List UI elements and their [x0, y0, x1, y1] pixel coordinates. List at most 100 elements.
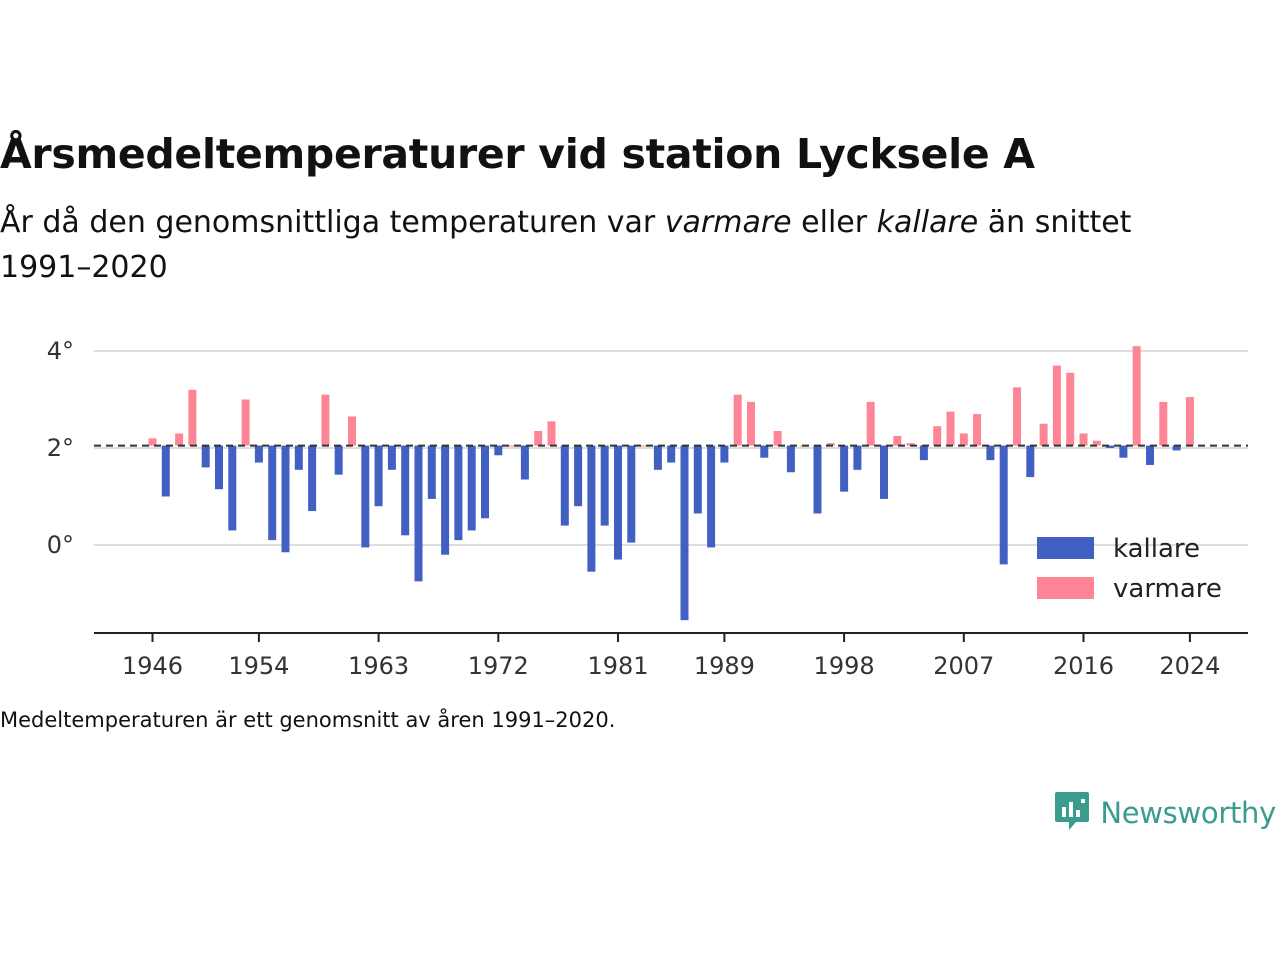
x-tick-label: 1954	[228, 652, 289, 680]
bar-kallare-2010	[999, 445, 1008, 565]
bar-kallare-1965	[401, 445, 410, 536]
bar-kallare-1986	[680, 445, 689, 621]
bar-varmare-1990	[733, 394, 742, 446]
y-tick-labels: 0° 2° 4°	[47, 337, 74, 559]
bar-kallare-1957	[294, 445, 303, 470]
bar-kallare-1998	[840, 445, 849, 492]
bar-varmare-1983	[640, 445, 649, 447]
bar-kallare-1992	[760, 445, 769, 458]
bar-kallare-1951	[215, 445, 223, 490]
footnote: Medeltemperaturen är ett genomsnitt av å…	[0, 708, 616, 732]
bar-kallare-1964	[387, 445, 396, 470]
bar-kallare-1979	[587, 445, 596, 572]
bar-kallare-1985	[667, 445, 676, 463]
bar-varmare-2003	[906, 443, 915, 446]
bar-varmare-2015	[1066, 372, 1075, 446]
bar-varmare-2011	[1013, 387, 1021, 446]
x-tick-label: 2024	[1159, 652, 1220, 680]
bar-kallare-2012	[1026, 445, 1035, 478]
bar-varmare-1993	[773, 431, 782, 446]
bar-kallare-1955	[268, 445, 277, 541]
bar-kallare-1982	[627, 445, 636, 543]
bar-kallare-2009	[986, 445, 995, 461]
bar-kallare-1947	[161, 445, 170, 497]
chart-title: Årsmedeltemperaturer vid station Lycksel…	[0, 130, 1035, 178]
bar-varmare-1949	[188, 389, 197, 446]
subtitle-text-1: År då den genomsnittliga temperaturen va…	[0, 205, 665, 240]
subtitle-cold-word: kallare	[876, 205, 979, 240]
bar-kallare-1972	[494, 445, 503, 456]
bar-kallare-1963	[374, 445, 383, 507]
x-tick-label: 1972	[468, 652, 529, 680]
y-tick-label: 4°	[47, 337, 74, 365]
bar-kallare-1966	[414, 445, 423, 582]
bar-varmare-1976	[547, 421, 556, 446]
bar-varmare-2014	[1052, 365, 1061, 446]
subtitle-text-2: eller	[791, 205, 877, 240]
x-tick-label: 1963	[348, 652, 409, 680]
bar-kallare-1980	[600, 445, 609, 526]
bar-varmare-1975	[534, 431, 543, 446]
bar-kallare-1956	[281, 445, 290, 553]
newsworthy-logo-icon	[1054, 790, 1090, 836]
chart-subtitle: År då den genomsnittliga temperaturen va…	[0, 200, 1200, 290]
bar-varmare-2022	[1159, 401, 1168, 446]
x-tick-label: 2007	[933, 652, 994, 680]
bar-kallare-1968	[441, 445, 450, 555]
bar-kallare-1969	[454, 445, 463, 541]
bar-kallare-1994	[786, 445, 795, 473]
legend-label-kallare: kallare	[1113, 534, 1200, 564]
bar-kallare-2018	[1106, 445, 1115, 448]
bar-kallare-2021	[1146, 445, 1154, 465]
legend-label-varmare: varmare	[1113, 574, 1222, 604]
bar-kallare-1960	[334, 445, 343, 475]
x-tick-label: 1981	[587, 652, 648, 680]
bar-kallare-1987	[693, 445, 702, 514]
brand-name: Newsworthy	[1100, 796, 1276, 830]
bar-varmare-2002	[893, 435, 902, 446]
bar-kallare-1977	[560, 445, 569, 526]
bar-kallare-2023	[1172, 445, 1181, 451]
bar-kallare-2001	[880, 445, 888, 499]
bar-varmare-2008	[973, 414, 982, 446]
x-tick-label: 1998	[814, 652, 875, 680]
bar-varmare-2024	[1185, 397, 1194, 446]
bar-varmare-1953	[241, 399, 250, 446]
bar-varmare-1991	[747, 401, 755, 446]
bar-kallare-1974	[520, 445, 529, 480]
bar-varmare-2000	[866, 401, 875, 446]
bar-kallare-1970	[467, 445, 476, 531]
x-tick-label: 2016	[1053, 652, 1114, 680]
bar-varmare-1997	[826, 443, 835, 446]
bar-kallare-1978	[574, 445, 583, 507]
y-tick-label: 0°	[47, 531, 74, 559]
brand-logo: Newsworthy	[1054, 790, 1276, 836]
bar-kallare-1958	[308, 445, 317, 512]
legend-swatch-varmare	[1037, 577, 1094, 599]
bar-varmare-2017	[1092, 440, 1101, 446]
bar-varmare-1961	[348, 416, 356, 446]
x-tick-label: 1946	[122, 652, 183, 680]
bar-varmare-2007	[959, 433, 968, 446]
bar-varmare-1948	[175, 433, 184, 446]
y-tick-label: 2°	[47, 434, 74, 462]
bar-kallare-2019	[1119, 445, 1128, 458]
temperature-bar-chart: 0° 2° 4° 1946 1954 1963 1972 1981 1989 1998 2007 2…	[47, 337, 1248, 680]
legend: kallare varmare	[1037, 534, 1222, 604]
bar-kallare-1996	[813, 445, 822, 514]
bar-varmare-2006	[946, 411, 955, 446]
bar-kallare-1952	[228, 445, 237, 531]
bar-kallare-1950	[201, 445, 210, 468]
bar-kallare-1989	[720, 445, 729, 463]
bar-kallare-2004	[919, 445, 928, 461]
bar-kallare-1971	[481, 445, 489, 519]
bar-kallare-1999	[853, 445, 862, 470]
bar-kallare-1984	[653, 445, 662, 470]
bar-kallare-1967	[427, 445, 436, 499]
bar-kallare-1981	[614, 445, 622, 560]
subtitle-text-3: än snittet 1991–2020	[0, 205, 1132, 285]
bar-kallare-1962	[361, 445, 370, 548]
bar-varmare-1973	[507, 445, 516, 447]
bar-varmare-2005	[933, 426, 942, 446]
bar-varmare-2013	[1039, 423, 1048, 446]
